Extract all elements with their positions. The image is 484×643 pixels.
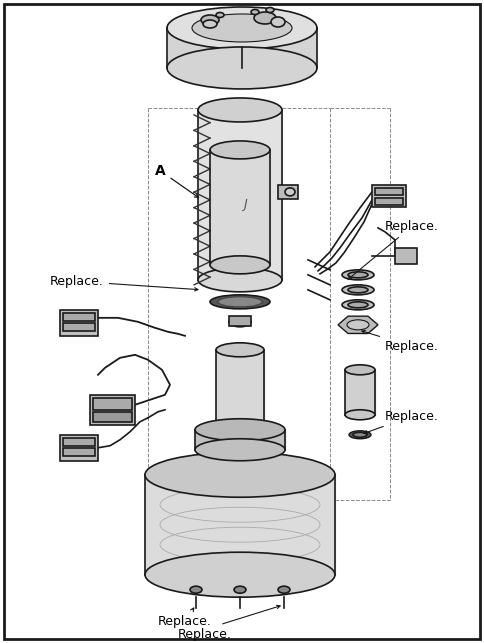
Ellipse shape [210, 141, 270, 159]
Bar [63, 323, 95, 331]
Ellipse shape [195, 419, 285, 440]
Ellipse shape [145, 452, 335, 497]
Ellipse shape [348, 287, 368, 293]
Text: Replace.: Replace. [362, 331, 439, 353]
Ellipse shape [271, 17, 285, 27]
Bar [60, 310, 98, 336]
Bar [395, 248, 417, 264]
Ellipse shape [201, 15, 219, 25]
Ellipse shape [216, 423, 264, 437]
Ellipse shape [342, 270, 374, 280]
Ellipse shape [190, 586, 202, 593]
Ellipse shape [195, 439, 285, 461]
Ellipse shape [229, 317, 251, 327]
Ellipse shape [254, 12, 276, 24]
Ellipse shape [353, 432, 367, 437]
Ellipse shape [345, 365, 375, 375]
Ellipse shape [216, 12, 224, 17]
Text: A: A [155, 164, 198, 197]
Ellipse shape [348, 272, 368, 278]
Text: Replace.: Replace. [348, 220, 439, 279]
Ellipse shape [278, 586, 290, 593]
Text: Replace.: Replace. [364, 410, 439, 434]
Ellipse shape [285, 188, 295, 196]
Ellipse shape [216, 343, 264, 357]
Text: J: J [243, 199, 247, 212]
Ellipse shape [198, 98, 282, 122]
Ellipse shape [345, 410, 375, 420]
Bar [60, 435, 98, 461]
Ellipse shape [145, 552, 335, 597]
Text: Replace.: Replace. [50, 275, 198, 291]
Ellipse shape [342, 300, 374, 310]
Bar [63, 448, 95, 456]
Text: Replace.: Replace. [178, 628, 232, 641]
Ellipse shape [167, 7, 317, 49]
Text: Replace.: Replace. [158, 608, 212, 628]
Ellipse shape [234, 586, 246, 593]
Bar [90, 395, 135, 425]
Bar [229, 316, 251, 326]
Ellipse shape [203, 20, 217, 28]
Polygon shape [338, 316, 378, 334]
Bar [93, 398, 132, 410]
Bar [375, 198, 403, 205]
Bar [278, 185, 298, 199]
Bar [63, 313, 95, 321]
Bar [93, 412, 132, 422]
Ellipse shape [349, 431, 371, 439]
Bar [375, 188, 403, 195]
Bar [372, 185, 406, 207]
Ellipse shape [210, 295, 270, 309]
Ellipse shape [192, 14, 292, 42]
Ellipse shape [342, 285, 374, 295]
Ellipse shape [251, 10, 259, 15]
Ellipse shape [266, 8, 274, 12]
Ellipse shape [348, 302, 368, 308]
Ellipse shape [210, 256, 270, 274]
Ellipse shape [198, 268, 282, 292]
Ellipse shape [167, 47, 317, 89]
Bar [63, 438, 95, 446]
Ellipse shape [347, 320, 369, 330]
Ellipse shape [218, 297, 262, 307]
